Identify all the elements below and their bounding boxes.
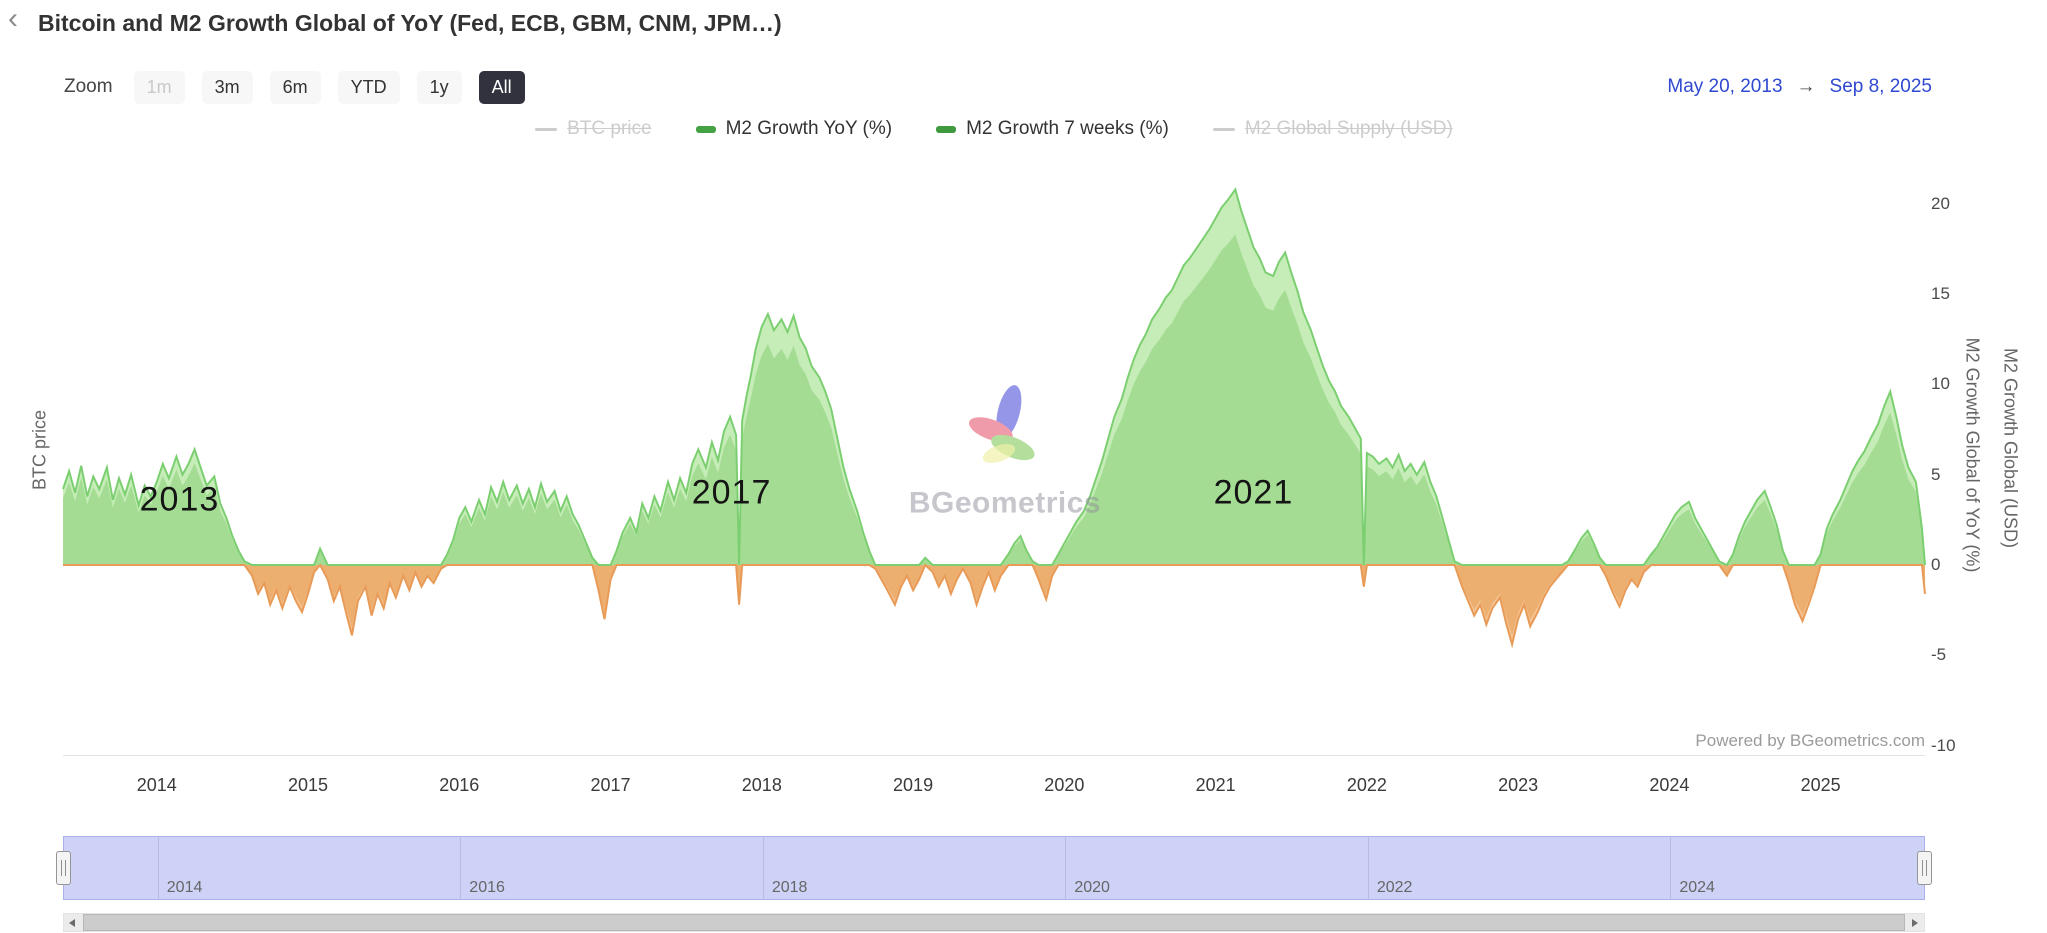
y-axis-title-m2-growth-yoy: M2 Growth Global of YoY (%) [1962, 337, 1983, 573]
navigator-gridline [1065, 837, 1067, 899]
legend-item-m2-global-supply-usd[interactable]: M2 Global Supply (USD) [1212, 118, 1453, 140]
range-to-date[interactable]: Sep 8, 2025 [1829, 76, 1932, 97]
legend-item-label: M2 Growth YoY (%) [725, 118, 893, 139]
zoom-button-ytd[interactable]: YTD [337, 70, 400, 104]
x-axis-year-label: 2023 [1498, 775, 1539, 795]
legend-marker-icon [535, 127, 558, 131]
legend-item-label: M2 Growth 7 weeks (%) [966, 118, 1169, 139]
legend-item-m2-growth-yoy[interactable]: M2 Growth YoY (%) [695, 118, 893, 140]
chart-year-annotation: 2017 [691, 473, 772, 512]
legend-item-m2-growth-7-weeks[interactable]: M2 Growth 7 weeks (%) [936, 118, 1169, 140]
x-axis-year-label: 2024 [1649, 775, 1690, 795]
legend-item-label: M2 Global Supply (USD) [1244, 118, 1453, 139]
navigator-right-handle[interactable] [1917, 851, 1932, 885]
back-chevron-icon[interactable]: ‹ [8, 2, 18, 35]
m2-7w-positive-area [63, 234, 1925, 565]
navigator-year-label: 2014 [166, 879, 203, 896]
scrollbar-right-arrow-button[interactable] [1904, 914, 1924, 931]
navigator-year-label: 2022 [1376, 879, 1413, 896]
range-from-date[interactable]: May 20, 2013 [1667, 76, 1783, 97]
navigator-range-strip[interactable]: 2014 2016 2018 2020 2022 2024 [56, 836, 1932, 900]
y-axis-tick-label: 20 [1931, 193, 1950, 213]
m2-7w-negative-area [63, 565, 1925, 635]
x-axis-year-label: 2018 [741, 775, 782, 795]
navigator-gridline [157, 837, 159, 899]
navigator-left-handle[interactable] [56, 851, 71, 885]
navigator-year-label: 2020 [1074, 879, 1110, 896]
date-range: May 20, 2013 → Sep 8, 2025 [1667, 76, 1932, 98]
range-arrow-icon: → [1796, 76, 1816, 97]
y-axis-tick-label: 5 [1931, 464, 1941, 484]
x-axis-year-label: 2021 [1195, 775, 1236, 795]
m2-yoy-negative-line [63, 563, 1926, 649]
legend-marker-icon [936, 125, 957, 133]
zoom-button-all[interactable]: All [478, 70, 525, 104]
zoom-button-6m[interactable]: 6m [269, 70, 321, 104]
m2-yoy-positive-line [62, 187, 1926, 567]
x-axis-year-label: 2019 [893, 775, 934, 795]
scrollbar-thumb[interactable] [83, 914, 1905, 931]
zoom-button-3m[interactable]: 3m [201, 70, 253, 104]
x-axis-year-label: 2016 [439, 775, 480, 795]
y-axis-tick-label: -5 [1931, 645, 1947, 665]
watermark-text: BGeometrics [908, 486, 1102, 520]
navigator-year-label: 2024 [1679, 879, 1715, 896]
x-axis-year-label: 2020 [1044, 775, 1085, 795]
chart-legend: BTC price M2 Growth YoY (%) M2 Growth 7 we… [63, 118, 1925, 140]
x-axis-year-label: 2025 [1800, 775, 1841, 795]
zoom-label: Zoom [64, 76, 113, 97]
y-axis-title-btc-price: BTC price [29, 409, 50, 491]
legend-marker-icon [695, 125, 716, 133]
m2-yoy-positive-area [63, 189, 1925, 565]
bgeometrics-watermark: BGeometrics [909, 384, 1101, 521]
navigator-year-label: 2018 [771, 879, 808, 896]
m2-yoy-negative-area [63, 565, 1925, 645]
zoom-button-1y[interactable]: 1y [416, 70, 462, 104]
legend-marker-icon [1212, 127, 1235, 131]
powered-by-credit: Powered by BGeometrics.com [1695, 731, 1925, 750]
x-axis-year-label: 2014 [136, 775, 177, 795]
y-axis-tick-label: 10 [1931, 374, 1950, 394]
legend-item-btc-price[interactable]: BTC price [535, 118, 652, 140]
horizontal-scrollbar [63, 913, 1925, 932]
zoom-button-group: Zoom 1m 3m 6m YTD 1y All [64, 70, 525, 104]
chart-year-annotation: 2013 [139, 480, 220, 519]
y-axis-tick-label: 15 [1931, 284, 1950, 304]
y-axis-title-m2-global-usd: M2 Growth Global (USD) [2000, 347, 2021, 549]
y-axis-tick-label: -10 [1931, 735, 1956, 755]
navigator-gridline [1670, 837, 1672, 899]
y-axis-tick-label: 0 [1931, 555, 1941, 574]
x-axis-year-label: 2017 [590, 775, 631, 795]
navigator-gridline [1367, 837, 1369, 899]
navigator-year-label: 2016 [469, 879, 505, 896]
bgeometrics-logo-icon [969, 385, 1035, 464]
navigator-gridline [460, 837, 462, 899]
zoom-button-1m[interactable]: 1m [133, 70, 185, 104]
chart-title: Bitcoin and M2 Growth Global of YoY (Fed… [38, 10, 782, 36]
range-selector-bar: Zoom 1m 3m 6m YTD 1y All May 20, 2013 → Sep 8… [64, 68, 1932, 106]
scrollbar-left-arrow-button[interactable] [64, 914, 84, 931]
legend-item-label: BTC price [567, 118, 652, 139]
chart-year-annotation: 2021 [1213, 473, 1294, 512]
x-axis-year-label: 2015 [288, 775, 329, 795]
x-axis-year-label: 2022 [1346, 775, 1387, 795]
navigator-gridline [762, 837, 764, 899]
zoom-buttons: 1m 3m 6m YTD 1y All [133, 70, 525, 104]
